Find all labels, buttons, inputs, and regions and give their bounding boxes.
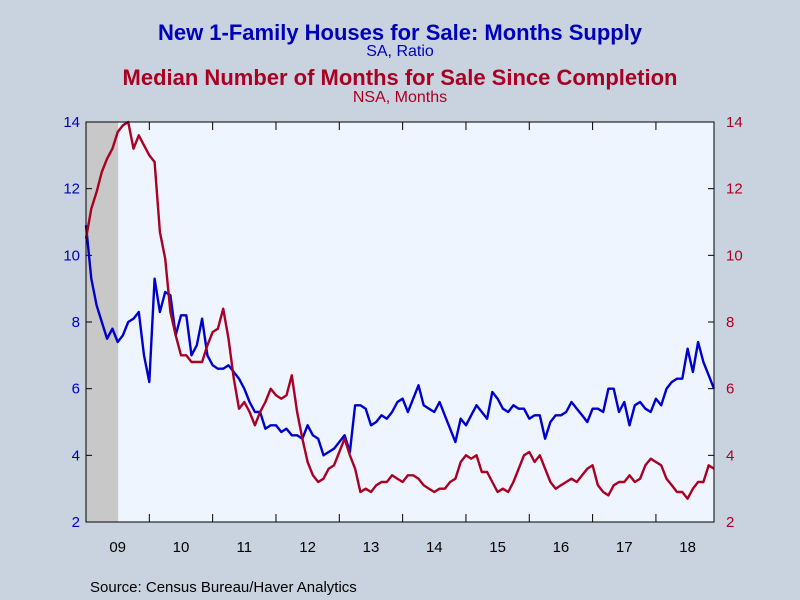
x-tick-label: 09 xyxy=(109,539,126,556)
left-tick-label: 12 xyxy=(63,181,80,198)
x-tick-label: 11 xyxy=(237,539,253,556)
right-tick-label: 12 xyxy=(726,181,743,198)
x-tick-label: 18 xyxy=(679,539,696,556)
chart-subtitle-1: SA, Ratio xyxy=(366,43,434,60)
chart-title-1: New 1-Family Houses for Sale: Months Sup… xyxy=(158,20,643,45)
chart-title-2: Median Number of Months for Sale Since C… xyxy=(123,65,678,90)
left-tick-label: 14 xyxy=(63,114,80,131)
right-tick-label: 8 xyxy=(726,314,734,331)
x-tick-label: 17 xyxy=(616,539,633,556)
left-tick-label: 4 xyxy=(72,447,80,464)
x-tick-label: 14 xyxy=(426,539,443,556)
series-group xyxy=(84,120,716,500)
series-line-median-months xyxy=(84,120,715,500)
x-tick-label: 12 xyxy=(299,539,316,556)
right-tick-label: 4 xyxy=(726,447,734,464)
right-tick-label: 6 xyxy=(726,381,734,398)
left-axis: 2 4 6 8 10 12 14 xyxy=(63,114,92,531)
x-tick-label: 10 xyxy=(173,539,190,556)
x-axis: 09 10 11 12 13 14 15 16 17 18 xyxy=(109,122,696,556)
chart-subtitle-2: NSA, Months xyxy=(353,89,447,106)
left-tick-label: 2 xyxy=(72,514,80,531)
x-tick-label: 15 xyxy=(489,539,506,556)
x-tick-label: 16 xyxy=(553,539,570,556)
left-tick-label: 10 xyxy=(63,247,80,264)
plot-frame xyxy=(85,121,715,523)
x-tick-label: 13 xyxy=(363,539,380,556)
left-tick-label: 6 xyxy=(72,381,80,398)
chart-titles: New 1-Family Houses for Sale: Months Sup… xyxy=(123,20,678,106)
right-axis: 2 4 6 8 10 12 14 xyxy=(708,114,743,531)
series-line-months-supply xyxy=(84,225,716,457)
source-note: Source: Census Bureau/Haver Analytics xyxy=(90,579,357,596)
right-tick-label: 2 xyxy=(726,514,734,531)
right-tick-label: 10 xyxy=(726,247,743,264)
left-tick-label: 8 xyxy=(72,314,80,331)
plot-area xyxy=(85,121,715,523)
right-tick-label: 14 xyxy=(726,114,743,131)
